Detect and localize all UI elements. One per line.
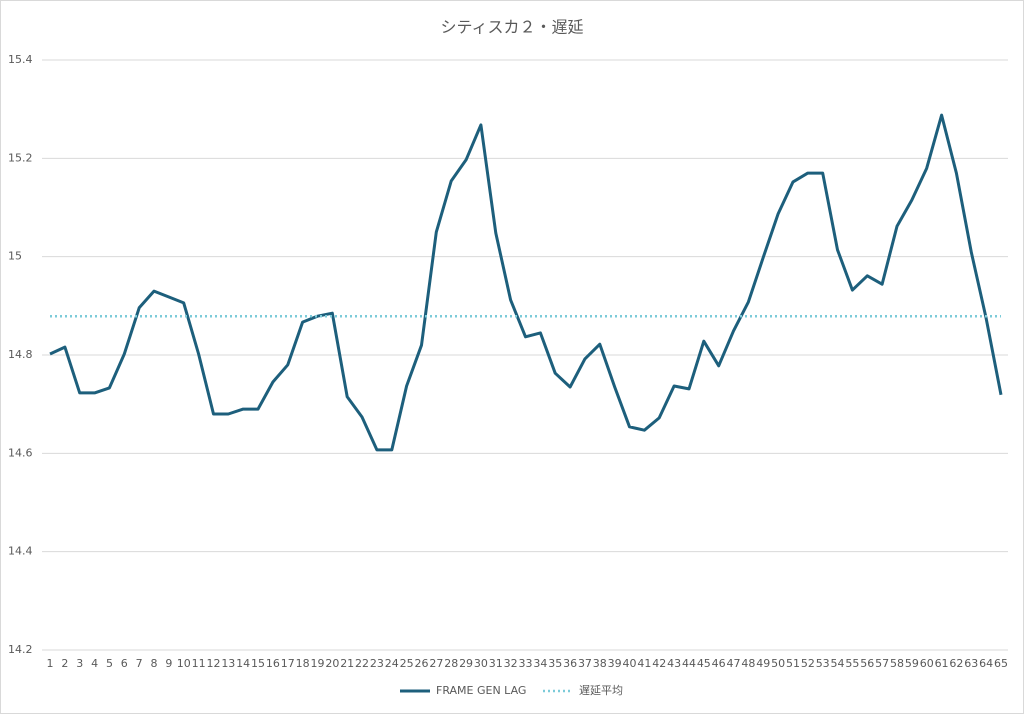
y-tick-label: 15 (8, 250, 22, 263)
x-tick-label: 64 (979, 657, 993, 670)
x-tick-label: 16 (266, 657, 280, 670)
x-tick-label: 34 (533, 657, 547, 670)
x-tick-label: 65 (994, 657, 1008, 670)
x-tick-label: 50 (771, 657, 785, 670)
x-tick-label: 7 (136, 657, 143, 670)
x-tick-label: 30 (474, 657, 488, 670)
x-tick-label: 18 (296, 657, 310, 670)
legend-label: 遅延平均 (579, 684, 623, 697)
x-tick-label: 36 (563, 657, 577, 670)
x-tick-label: 11 (192, 657, 206, 670)
x-tick-label: 63 (964, 657, 978, 670)
x-tick-label: 5 (106, 657, 113, 670)
x-tick-label: 24 (385, 657, 399, 670)
chart-title: シティスカ２・遅延 (440, 18, 583, 37)
x-tick-label: 56 (860, 657, 874, 670)
y-tick-label: 15.2 (8, 151, 33, 164)
x-tick-label: 9 (165, 657, 172, 670)
x-tick-label: 46 (712, 657, 726, 670)
x-tick-label: 60 (920, 657, 934, 670)
legend-label: FRAME GEN LAG (436, 684, 526, 697)
y-tick-label: 14.8 (8, 348, 33, 361)
x-tick-label: 1 (47, 657, 54, 670)
y-tick-label: 14.4 (8, 545, 33, 558)
x-tick-label: 26 (414, 657, 428, 670)
x-tick-label: 42 (652, 657, 666, 670)
x-tick-label: 10 (177, 657, 191, 670)
x-tick-label: 4 (91, 657, 98, 670)
x-tick-label: 40 (623, 657, 637, 670)
x-tick-label: 52 (801, 657, 815, 670)
x-tick-label: 37 (578, 657, 592, 670)
y-tick-label: 15.4 (8, 53, 33, 66)
x-tick-label: 6 (121, 657, 128, 670)
x-tick-label: 43 (667, 657, 681, 670)
x-tick-label: 2 (61, 657, 68, 670)
x-tick-label: 35 (548, 657, 562, 670)
x-tick-label: 25 (400, 657, 414, 670)
x-tick-label: 57 (875, 657, 889, 670)
x-tick-label: 31 (489, 657, 503, 670)
x-tick-label: 53 (816, 657, 830, 670)
x-tick-label: 55 (845, 657, 859, 670)
x-tick-label: 27 (429, 657, 443, 670)
x-tick-label: 17 (281, 657, 295, 670)
x-tick-label: 14 (236, 657, 250, 670)
x-tick-label: 59 (905, 657, 919, 670)
x-tick-label: 21 (340, 657, 354, 670)
x-tick-label: 51 (786, 657, 800, 670)
x-tick-label: 61 (935, 657, 949, 670)
x-tick-label: 38 (593, 657, 607, 670)
x-tick-label: 28 (444, 657, 458, 670)
x-tick-label: 19 (310, 657, 324, 670)
x-tick-label: 62 (949, 657, 963, 670)
x-tick-label: 12 (206, 657, 220, 670)
series-line (49, 113, 1003, 452)
x-tick-label: 41 (637, 657, 651, 670)
x-tick-label: 3 (76, 657, 83, 670)
x-tick-label: 48 (741, 657, 755, 670)
x-tick-label: 39 (608, 657, 622, 670)
x-tick-label: 44 (682, 657, 696, 670)
x-tick-label: 45 (697, 657, 711, 670)
x-tick-label: 8 (151, 657, 158, 670)
x-tick-label: 33 (519, 657, 533, 670)
x-tick-label: 49 (756, 657, 770, 670)
x-tick-label: 13 (221, 657, 235, 670)
x-tick-label: 54 (831, 657, 845, 670)
y-tick-label: 14.6 (8, 446, 33, 459)
y-tick-label: 14.2 (8, 643, 33, 656)
x-tick-label: 58 (890, 657, 904, 670)
x-tick-label: 32 (504, 657, 518, 670)
x-tick-label: 22 (355, 657, 369, 670)
x-tick-label: 20 (325, 657, 339, 670)
x-tick-label: 29 (459, 657, 473, 670)
x-tick-label: 15 (251, 657, 265, 670)
x-tick-label: 47 (727, 657, 741, 670)
x-tick-label: 23 (370, 657, 384, 670)
